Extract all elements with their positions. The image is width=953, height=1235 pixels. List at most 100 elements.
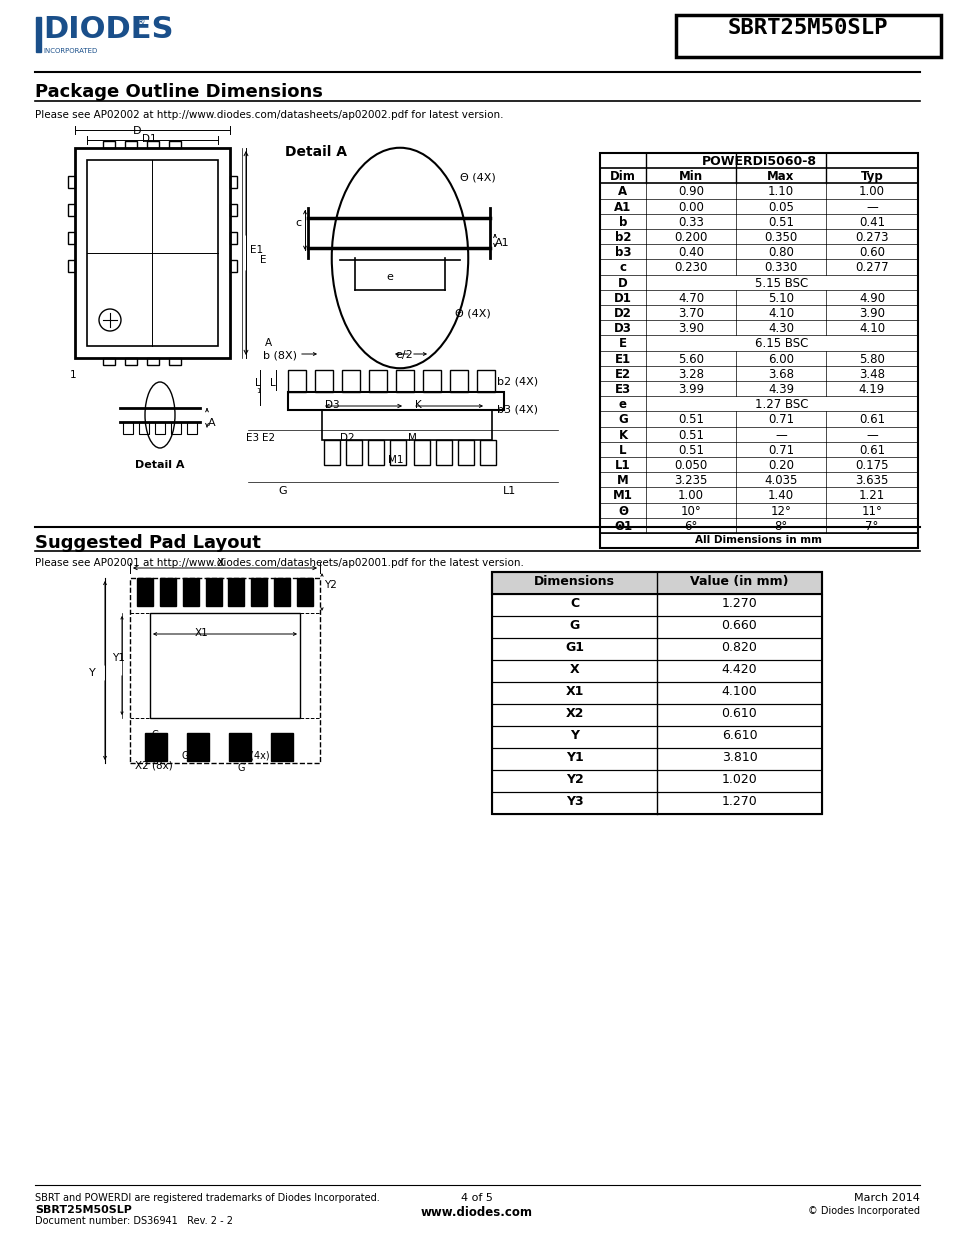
Bar xyxy=(296,578,313,606)
Bar xyxy=(75,148,230,358)
Text: c: c xyxy=(618,262,626,274)
Text: 1.270: 1.270 xyxy=(720,795,757,808)
Text: Y2: Y2 xyxy=(565,773,583,785)
Bar xyxy=(68,232,75,245)
Text: 0.277: 0.277 xyxy=(854,262,888,274)
Text: b (8X): b (8X) xyxy=(263,350,296,359)
Bar xyxy=(492,748,821,769)
Text: b2: b2 xyxy=(614,231,631,245)
Text: b3 (4X): b3 (4X) xyxy=(497,404,537,414)
Text: 0.230: 0.230 xyxy=(674,262,707,274)
Text: X1: X1 xyxy=(194,629,209,638)
Text: D: D xyxy=(618,277,627,289)
Bar xyxy=(492,638,821,659)
Bar xyxy=(154,422,165,433)
Text: 1.10: 1.10 xyxy=(767,185,793,199)
Text: D2: D2 xyxy=(339,433,355,443)
Text: Please see AP02001 at http://www.diodes.com/datasheets/ap02001.pdf for the lates: Please see AP02001 at http://www.diodes.… xyxy=(35,558,523,568)
Text: 3.48: 3.48 xyxy=(858,368,884,380)
Bar xyxy=(230,232,236,245)
Text: 4.100: 4.100 xyxy=(720,685,757,698)
Text: E3: E3 xyxy=(615,383,630,396)
Text: L: L xyxy=(254,378,260,388)
Bar xyxy=(492,769,821,792)
Text: 3.28: 3.28 xyxy=(678,368,703,380)
Bar xyxy=(492,572,821,814)
Text: 0.80: 0.80 xyxy=(767,246,793,259)
Text: Suggested Pad Layout: Suggested Pad Layout xyxy=(35,534,260,552)
Text: 3.99: 3.99 xyxy=(678,383,703,396)
Text: Θ: Θ xyxy=(618,505,627,517)
Bar xyxy=(68,261,75,272)
Text: X: X xyxy=(216,558,224,568)
Bar xyxy=(390,440,406,466)
Bar xyxy=(314,370,333,391)
Text: 5.10: 5.10 xyxy=(767,291,793,305)
Bar xyxy=(125,141,137,148)
Text: 6.15 BSC: 6.15 BSC xyxy=(755,337,808,351)
Bar xyxy=(288,391,503,410)
Bar xyxy=(271,734,293,761)
Bar xyxy=(341,370,359,391)
Text: Y3: Y3 xyxy=(565,795,582,808)
Text: 0.175: 0.175 xyxy=(854,459,888,472)
Text: G: G xyxy=(618,414,627,426)
Text: 3.635: 3.635 xyxy=(855,474,888,487)
Text: 4.19: 4.19 xyxy=(858,383,884,396)
Text: Y1: Y1 xyxy=(112,653,125,663)
Text: —: — xyxy=(865,429,877,442)
Bar xyxy=(182,578,198,606)
Text: 1.270: 1.270 xyxy=(720,597,757,610)
Text: DIODES: DIODES xyxy=(43,15,173,44)
Bar xyxy=(103,358,115,366)
Bar xyxy=(492,792,821,814)
Text: 0.820: 0.820 xyxy=(720,641,757,655)
Text: C: C xyxy=(569,597,578,610)
Text: —: — xyxy=(774,429,786,442)
Text: 4.10: 4.10 xyxy=(767,308,793,320)
Bar xyxy=(324,440,339,466)
Text: C: C xyxy=(152,730,158,740)
Text: 6°: 6° xyxy=(683,520,697,532)
Text: 4.39: 4.39 xyxy=(767,383,793,396)
Text: 4.035: 4.035 xyxy=(763,474,797,487)
Text: SBRT25M50SLP: SBRT25M50SLP xyxy=(35,1205,132,1215)
Text: X2 (8x): X2 (8x) xyxy=(135,761,172,771)
Text: 0.05: 0.05 xyxy=(767,200,793,214)
Text: 1.00: 1.00 xyxy=(858,185,884,199)
Text: L: L xyxy=(270,378,275,388)
Bar xyxy=(492,682,821,704)
Text: L1: L1 xyxy=(615,459,630,472)
Text: Dim: Dim xyxy=(609,170,636,183)
Text: c: c xyxy=(294,219,301,228)
Bar xyxy=(136,578,152,606)
Text: 3.235: 3.235 xyxy=(674,474,707,487)
Bar xyxy=(205,578,221,606)
Text: 6.610: 6.610 xyxy=(720,729,757,742)
Bar xyxy=(492,726,821,748)
Bar xyxy=(125,358,137,366)
Text: G1: G1 xyxy=(564,641,583,655)
Text: Detail A: Detail A xyxy=(285,144,347,159)
Bar xyxy=(159,578,175,606)
Bar xyxy=(599,153,917,548)
Text: www.diodes.com: www.diodes.com xyxy=(420,1207,533,1219)
Text: 0.40: 0.40 xyxy=(678,246,703,259)
Text: b3: b3 xyxy=(614,246,631,259)
Text: ®: ® xyxy=(136,17,146,27)
Bar xyxy=(676,15,940,57)
Text: 0.330: 0.330 xyxy=(763,262,797,274)
Text: 0.41: 0.41 xyxy=(858,216,884,228)
Bar xyxy=(139,422,149,433)
Text: D1: D1 xyxy=(614,291,631,305)
Text: Document number: DS36941   Rev. 2 - 2: Document number: DS36941 Rev. 2 - 2 xyxy=(35,1216,233,1226)
Text: 0.60: 0.60 xyxy=(858,246,884,259)
Bar xyxy=(169,141,181,148)
Text: 4.90: 4.90 xyxy=(858,291,884,305)
Text: A: A xyxy=(208,417,215,429)
Text: E2: E2 xyxy=(615,368,630,380)
Text: 1.27 BSC: 1.27 BSC xyxy=(755,398,808,411)
Bar xyxy=(36,17,41,52)
Text: Detail A: Detail A xyxy=(135,459,185,471)
Bar xyxy=(476,370,495,391)
